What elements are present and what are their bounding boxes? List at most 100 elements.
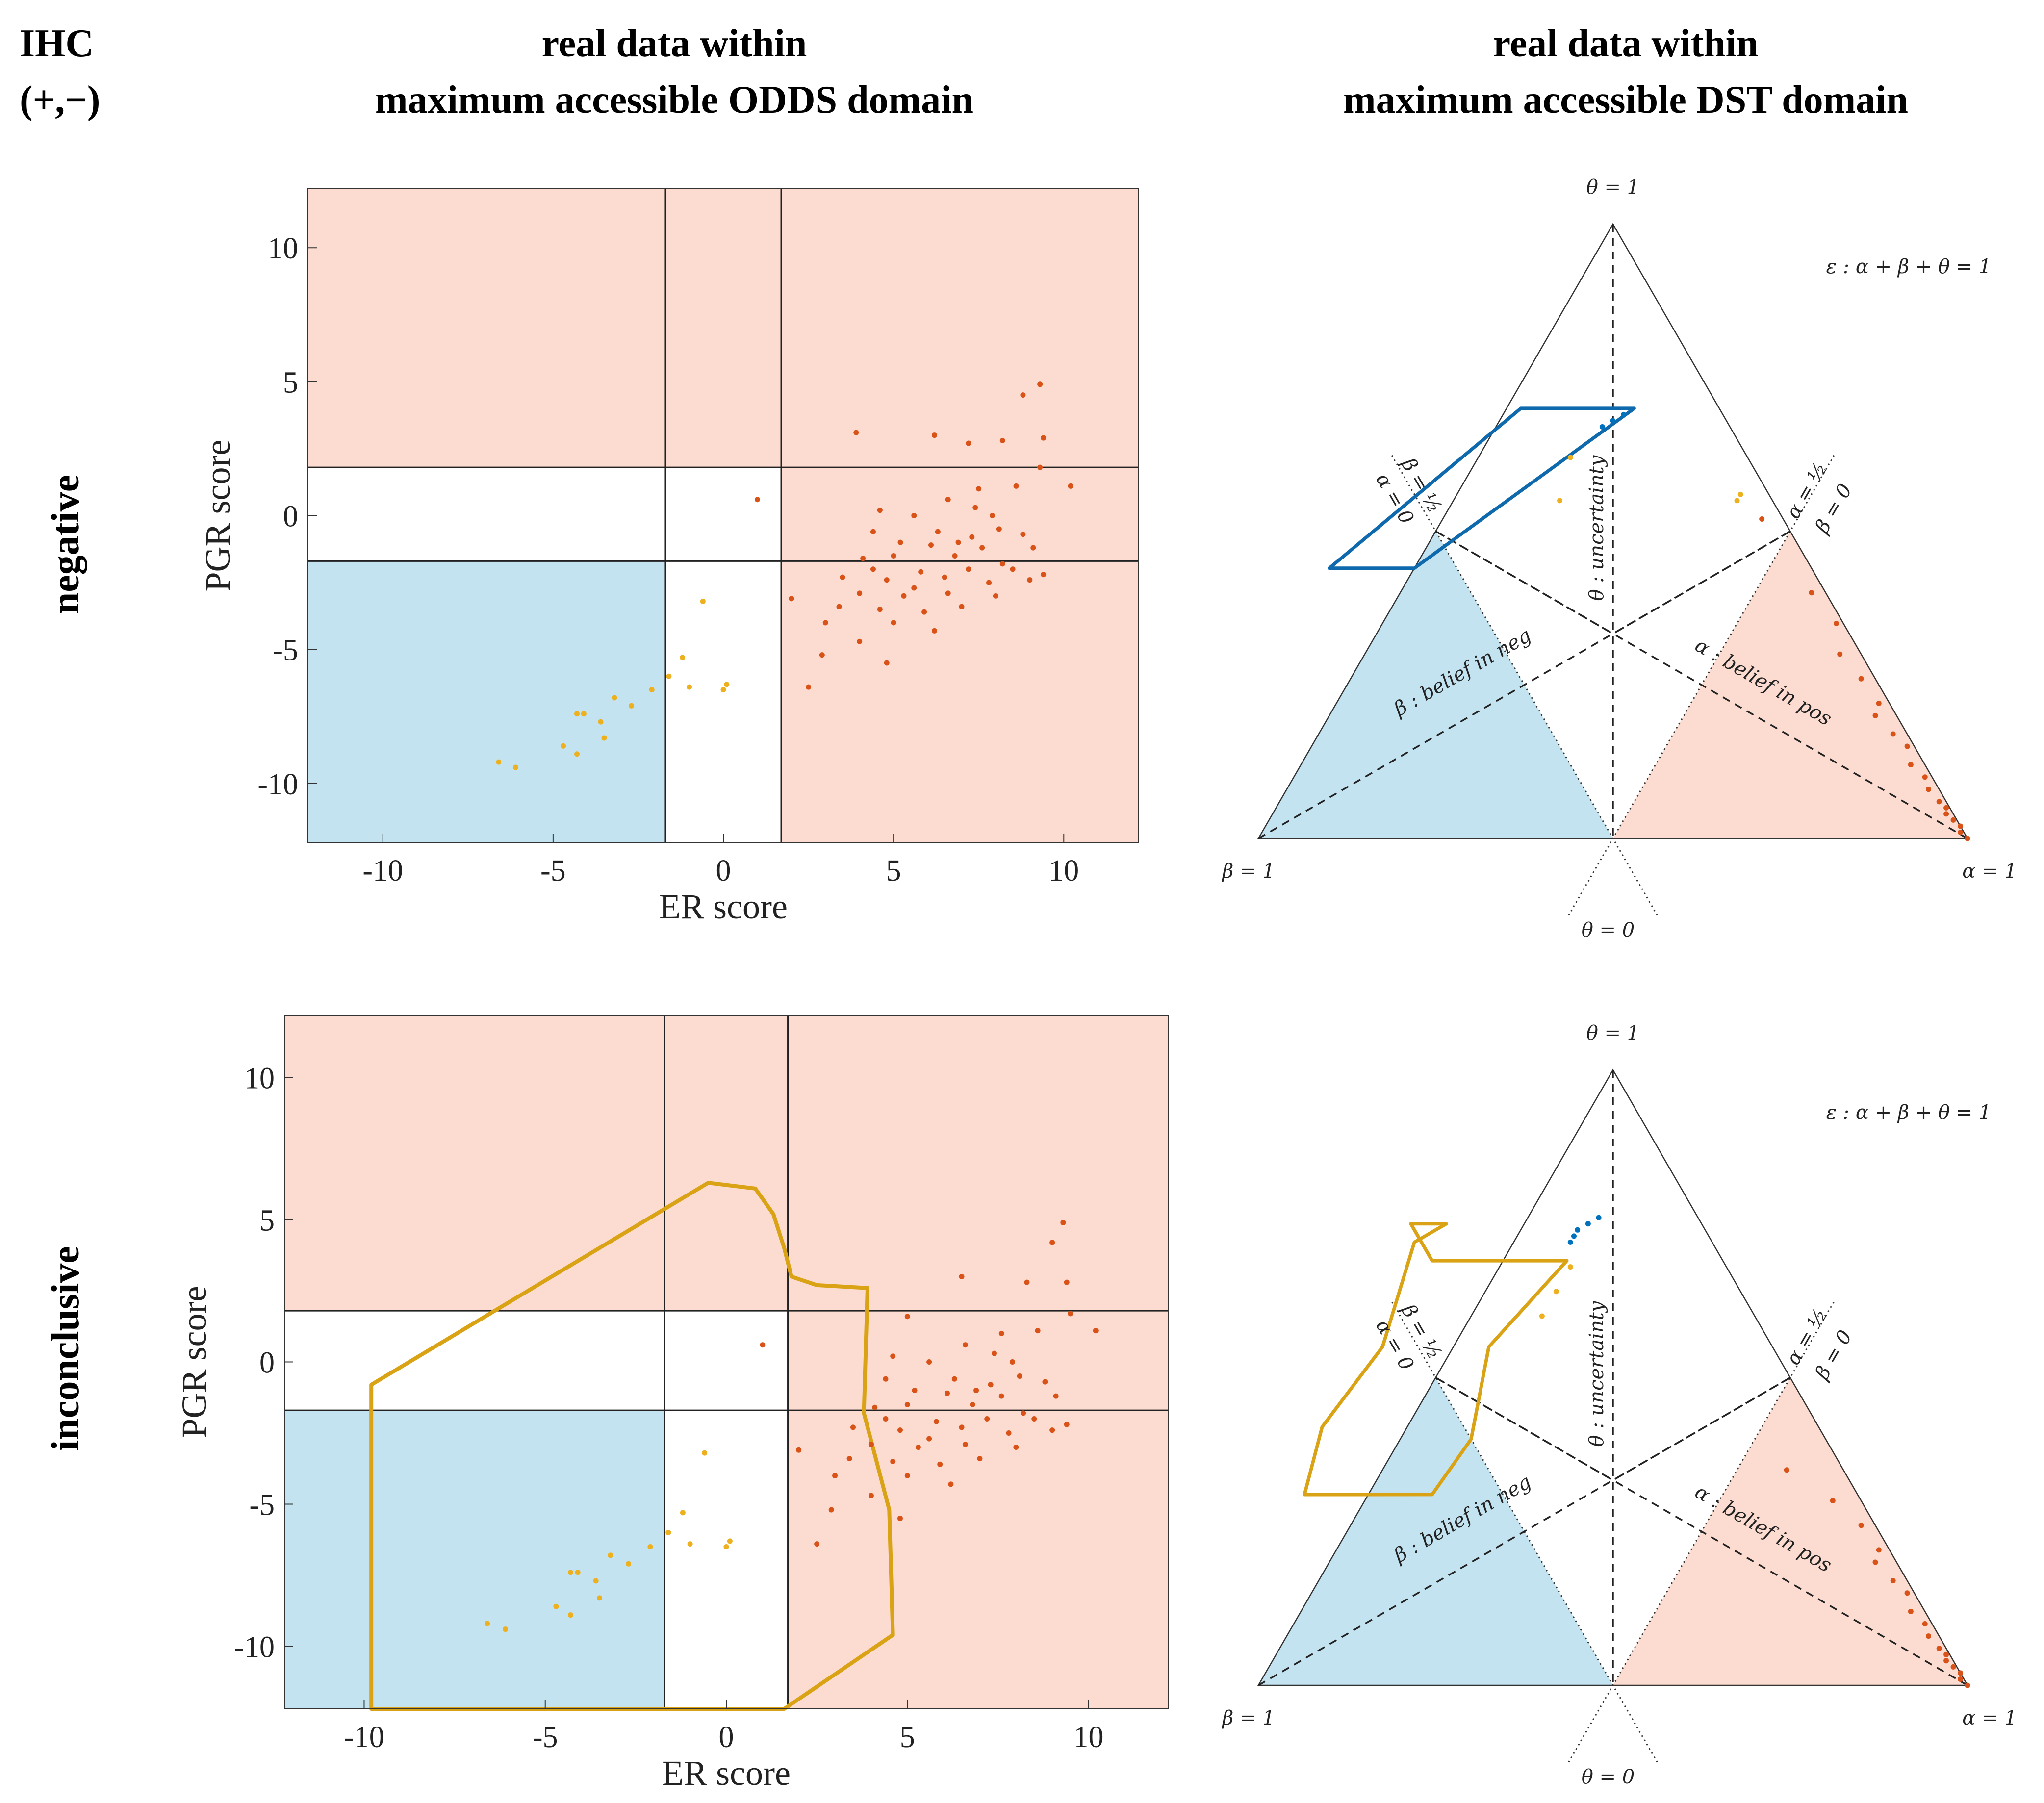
x-tick-label: 0	[716, 854, 731, 888]
positive-data-point	[959, 1274, 965, 1280]
low-er-neutral-region	[284, 1311, 788, 1411]
positive-data-point	[926, 1436, 932, 1442]
x-tick-label: 0	[719, 1721, 734, 1754]
positive-data-point	[1017, 1373, 1022, 1379]
positive-data-point	[883, 1376, 889, 1382]
x-axis-label: ER score	[662, 1753, 791, 1793]
positive-data-point	[962, 1442, 968, 1447]
negative-region	[284, 1410, 665, 1709]
negative-data-point	[1621, 411, 1627, 417]
positive-data-point	[754, 497, 760, 503]
low-er-neutral-region	[308, 467, 782, 561]
positive-data-point	[988, 1382, 994, 1388]
inner-dashed-line	[1435, 1376, 1613, 1481]
intermediate-data-point	[612, 695, 617, 701]
positive-data-point	[955, 539, 961, 545]
positive-data-point	[828, 1507, 834, 1513]
positive-data-point	[1042, 1379, 1048, 1385]
y-tick-label: 5	[259, 1204, 275, 1238]
odds-panel-negative: -10 -5 0 5 10 -10 -5 0 5 10 ER score PGR score	[198, 188, 1139, 926]
positive-data-point	[860, 556, 866, 561]
positive-data-point	[989, 513, 995, 518]
y-tick-label: 0	[259, 1346, 275, 1380]
positive-data-point	[1943, 805, 1949, 811]
intermediate-data-point	[666, 673, 672, 679]
y-tick-label: -10	[234, 1630, 275, 1664]
positive-data-point	[1068, 1311, 1073, 1317]
positive-data-point	[999, 438, 1005, 444]
positive-data-point	[911, 585, 917, 591]
positive-data-point	[870, 529, 876, 534]
ihc-label: IHC	[20, 22, 94, 65]
intermediate-data-point	[574, 751, 580, 757]
positive-data-point	[966, 566, 971, 572]
positive-data-point	[868, 1493, 874, 1498]
positive-data-point	[1876, 1547, 1882, 1553]
positive-data-point	[1031, 1416, 1037, 1422]
positive-data-point	[999, 561, 1005, 567]
y-tick-label: 10	[244, 1062, 275, 1095]
positive-data-point	[1936, 799, 1942, 805]
accessible-domain-outline	[1303, 1222, 1569, 1497]
negative-data-point	[1585, 1221, 1591, 1227]
negative-data-point	[1596, 1215, 1602, 1220]
odds-title-line1: real data within	[542, 22, 807, 65]
positive-data-point	[1872, 1559, 1878, 1565]
alpha-one-label: α = 1	[1962, 1707, 2017, 1729]
positive-data-point	[933, 1419, 939, 1424]
positive-data-point	[1833, 620, 1839, 626]
positive-data-point	[1936, 1646, 1942, 1651]
beta-half-line	[1390, 1300, 1658, 1763]
odds-title-line2: maximum accessible ODDS domain	[375, 78, 973, 122]
positive-data-point	[1013, 483, 1019, 489]
positive-data-point	[984, 1416, 990, 1422]
positive-data-point	[1925, 787, 1931, 792]
positive-data-point	[1908, 762, 1914, 768]
y-tick-label: -5	[273, 634, 298, 667]
positive-data-point	[969, 534, 975, 540]
negative-data-point	[1567, 1239, 1573, 1245]
positive-data-point	[959, 604, 965, 609]
intermediate-data-point	[513, 764, 518, 770]
positive-data-point	[911, 513, 917, 518]
positive-data-point	[1858, 676, 1864, 682]
accessible-domain-outline	[1328, 406, 1636, 570]
positive-data-point	[1037, 464, 1043, 470]
positive-data-point	[945, 497, 951, 503]
positive-data-point	[1010, 566, 1016, 572]
intermediate-data-point	[700, 598, 706, 604]
positive-data-point	[1035, 1328, 1041, 1334]
positive-data-point	[904, 1314, 910, 1320]
positive-data-point	[884, 660, 890, 666]
intermediate-data-point	[649, 687, 655, 693]
intermediate-data-point	[561, 743, 566, 749]
positive-data-point	[1908, 1608, 1914, 1614]
positive-data-point	[1965, 1682, 1970, 1688]
positive-data-point	[890, 1353, 896, 1359]
negative-data-point	[1571, 1233, 1577, 1239]
positive-data-point	[959, 1424, 965, 1430]
uncertainty-label: θ : uncertainty	[1585, 455, 1608, 601]
intermediate-data-point	[680, 655, 686, 660]
intermediate-data-point	[1734, 498, 1740, 504]
positive-data-point	[996, 526, 1002, 532]
positive-data-point	[1958, 829, 1964, 835]
theta-one-label: θ = 1	[1586, 176, 1639, 199]
positive-data-point	[931, 432, 937, 438]
theta-zero-label: θ = 0	[1582, 1766, 1635, 1788]
positive-data-point	[1759, 516, 1765, 522]
intermediate-data-point	[1567, 455, 1573, 460]
y-tick-label: 10	[268, 232, 298, 265]
positive-data-point	[1013, 1444, 1019, 1450]
positive-data-point	[973, 1387, 979, 1393]
positive-data-point	[972, 505, 978, 510]
positive-data-point	[1021, 1410, 1026, 1416]
intermediate-data-point	[593, 1578, 599, 1584]
positive-data-point	[872, 1404, 878, 1410]
positive-data-point	[1049, 1240, 1055, 1245]
intermediate-data-point	[503, 1626, 508, 1632]
alpha-one-label: α = 1	[1962, 860, 2017, 883]
intermediate-data-point	[553, 1603, 559, 1609]
